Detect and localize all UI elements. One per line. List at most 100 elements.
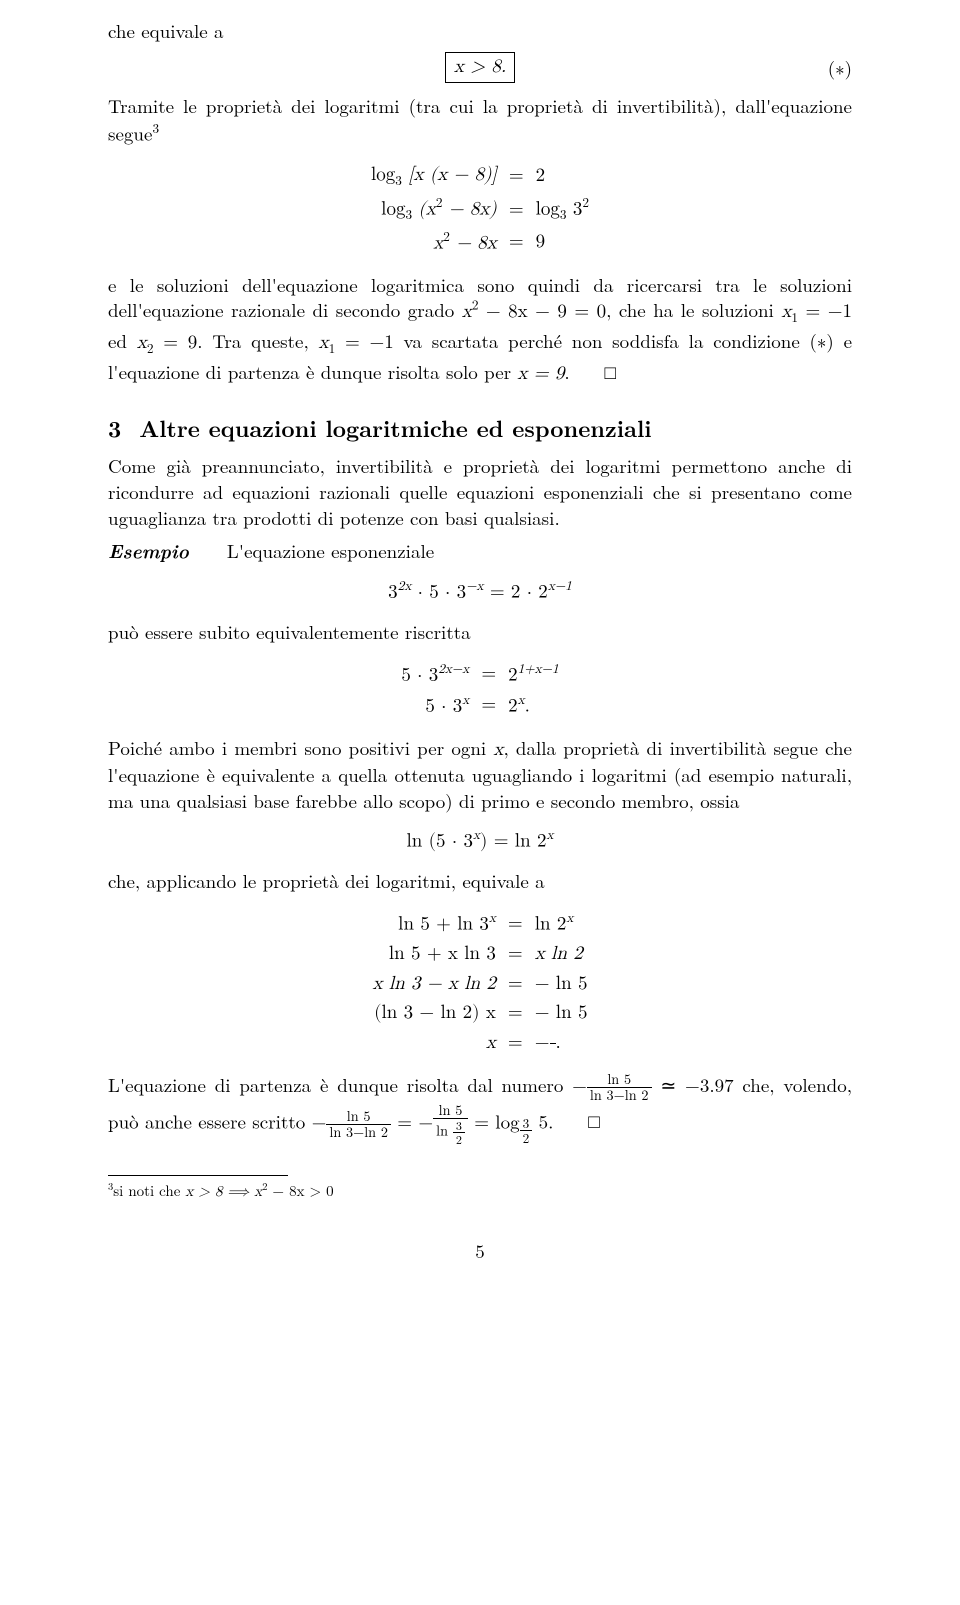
- eq: x: [473, 828, 480, 842]
- eq: (x: [412, 199, 436, 218]
- text: . Tra queste,: [197, 327, 318, 354]
- eq: 5 · 3: [425, 696, 462, 715]
- eq: x: [462, 693, 469, 707]
- equation-block: log3 [x (x − 8)] = 2 log3 (x2 − 8x) = lo…: [108, 160, 852, 258]
- eq: x: [489, 911, 496, 925]
- eq: 2: [443, 230, 450, 244]
- text: 5.: [532, 1107, 553, 1134]
- text: L'equazione di partenza è dunque risolta…: [108, 1071, 572, 1098]
- eq: 3: [395, 174, 402, 188]
- paragraph: che, applicando le proprietà dei logarit…: [108, 868, 852, 894]
- eq: 1+x−1: [518, 662, 559, 676]
- eq: = −1: [335, 333, 394, 352]
- eq: [x (x − 8)]: [402, 165, 497, 184]
- eq: 3: [560, 208, 567, 222]
- eq: x: [546, 828, 553, 842]
- eq: =: [502, 1028, 529, 1058]
- eq: (ln 3 − ln 2) x: [374, 1003, 496, 1022]
- eq: 2: [530, 160, 595, 193]
- paragraph: che equivale a: [108, 18, 852, 44]
- qed-box: □: [604, 359, 615, 385]
- eq: log: [381, 199, 405, 218]
- eq: x ln 2: [535, 944, 583, 963]
- eq: x: [781, 302, 791, 321]
- eq: 3: [567, 199, 583, 218]
- eq: =: [475, 690, 502, 721]
- eq: .: [525, 696, 530, 715]
- eq: x: [137, 333, 147, 352]
- paragraph: Poiché ambo i membri sono positivi per o…: [108, 735, 852, 814]
- text: si noti che: [113, 1180, 185, 1201]
- eq: log: [536, 199, 560, 218]
- eq: 2: [520, 1131, 533, 1145]
- text: .: [564, 358, 569, 385]
- eq: x: [486, 1033, 496, 1052]
- eq: = −: [391, 1113, 433, 1132]
- equation-block: 32x · 5 · 3−x = 2 · 2x−1: [108, 578, 852, 605]
- eq: ln 5: [433, 1103, 468, 1119]
- paragraph: può essere subito equivalentemente riscr…: [108, 619, 852, 645]
- eq: − 8x: [450, 233, 497, 252]
- boxed-inequality-line: x > 8. (∗): [108, 52, 852, 84]
- eq: − ln 5: [535, 1003, 588, 1022]
- eq: x ln 3 − x ln 2: [373, 974, 496, 993]
- eq: =: [475, 659, 502, 690]
- eq: x: [493, 740, 503, 759]
- eq: · 5 · 3: [411, 582, 466, 601]
- eq: −x: [466, 579, 483, 593]
- example-label: Esempio: [108, 536, 189, 564]
- footnote: 3si noti che x > 8 ⟹ x2 − 8x > 0: [108, 1180, 852, 1202]
- equation-block: ln 5 + ln 3x = ln 2x ln 5 + x ln 3 = x l…: [108, 908, 852, 1058]
- paragraph: Esempio L'equazione esponenziale: [108, 538, 852, 564]
- eq: 2x: [398, 579, 412, 593]
- eq: = 9: [153, 333, 197, 352]
- eq: x−1: [548, 579, 572, 593]
- equation-block: 5 · 32x−x = 21+x−1 5 · 3x = 2x.: [108, 659, 852, 721]
- eq: − 8x − 9 = 0: [478, 302, 606, 321]
- eq: =: [503, 160, 530, 193]
- eq: − 8x > 0: [267, 1184, 333, 1199]
- eq: =: [502, 969, 529, 999]
- eq: x: [566, 911, 573, 925]
- eq: log: [371, 165, 395, 184]
- eq: 2: [582, 196, 589, 210]
- equation-tag-star: (∗): [828, 55, 852, 81]
- eq: ln: [436, 1120, 453, 1140]
- eq: =: [502, 908, 529, 939]
- eq: x: [462, 302, 472, 321]
- text: = log: [468, 1107, 520, 1134]
- eq: 2x−x: [438, 662, 469, 676]
- eq: x = 9: [517, 364, 564, 383]
- text: Poiché ambo i membri sono positivi per o…: [108, 734, 493, 761]
- eq: 2: [508, 696, 518, 715]
- eq: ln (5 · 3: [407, 832, 473, 851]
- paragraph: e le soluzioni dell'equazione logaritmic…: [108, 272, 852, 387]
- text: ed: [108, 327, 137, 354]
- eq: ln 2: [535, 914, 567, 933]
- eq: =: [502, 939, 529, 969]
- eq: x > 8 ⟹ x: [185, 1184, 262, 1199]
- section-number: 3: [108, 411, 121, 444]
- section-title: Altre equazioni logaritmiche ed esponenz…: [139, 411, 651, 444]
- text: Tramite le proprietà dei logaritmi (tra …: [108, 92, 852, 146]
- eq: 2: [436, 196, 443, 210]
- eq: ln 5 + ln 3: [398, 914, 489, 933]
- eq: − ln 5: [535, 974, 588, 993]
- eq: 2: [508, 665, 518, 684]
- eq: 5 · 3: [401, 665, 438, 684]
- eq: 2: [453, 1133, 465, 1146]
- eq: 3: [388, 582, 398, 601]
- eq: x: [319, 333, 329, 352]
- eq: − 8x): [443, 199, 497, 218]
- footnote-rule: [108, 1175, 288, 1176]
- boxed-text: x > 8.: [454, 57, 506, 76]
- paragraph: L'equazione di partenza è dunque risolta…: [108, 1072, 852, 1146]
- equation-block: ln (5 · 3x) = ln 2x: [108, 827, 852, 854]
- eq: ) = ln 2: [480, 832, 546, 851]
- footnote-marker: 3: [152, 118, 159, 137]
- eq: =: [503, 193, 530, 227]
- eq: ln 3−ln 2: [587, 1088, 652, 1103]
- eq: =: [502, 998, 529, 1028]
- page-number: 5: [108, 1238, 852, 1264]
- eq: = 2 · 2: [484, 582, 548, 601]
